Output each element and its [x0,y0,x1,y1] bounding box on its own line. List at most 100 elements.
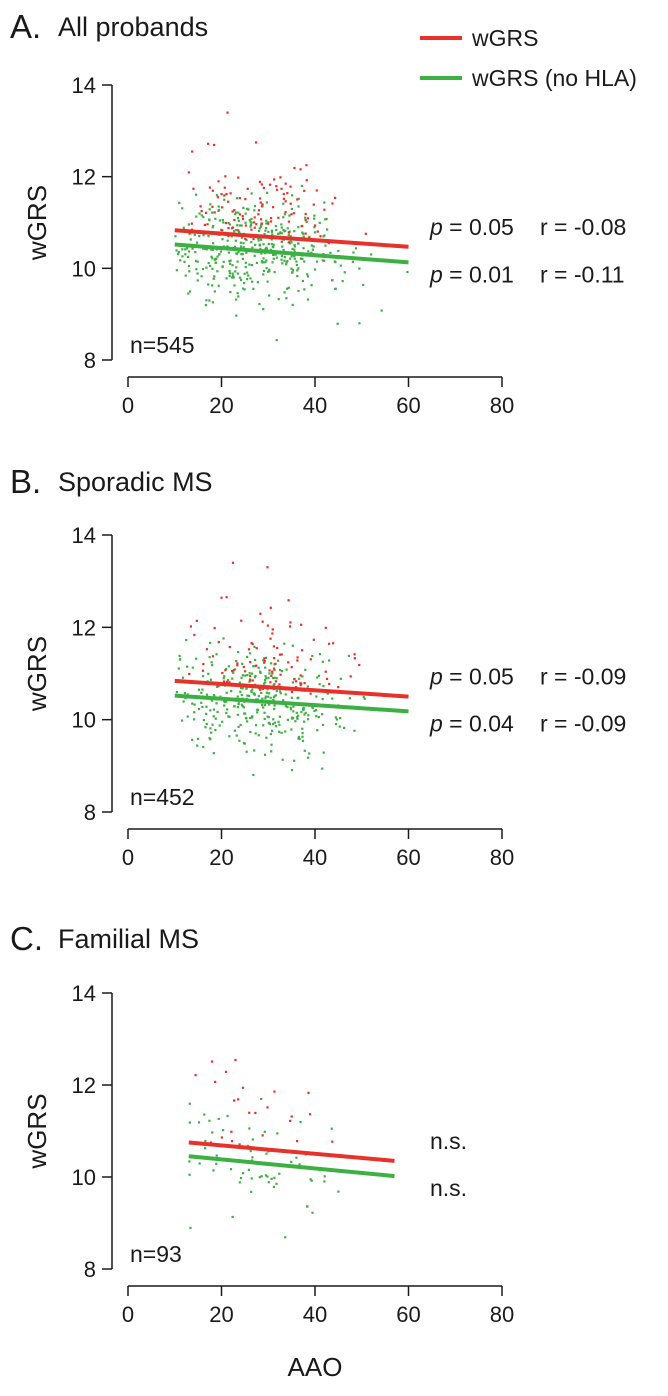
scatter-point-green [358,267,361,270]
scatter-point-green [325,217,328,221]
scatter-point-green [267,221,270,224]
scatter-point-green [286,260,289,263]
scatter-point-green [333,260,336,263]
scatter-point-green [234,239,237,242]
scatter-point-green [280,258,283,261]
scatter-point-green [290,1160,293,1164]
scatter-point-green [270,1177,273,1180]
scatter-point-green [291,681,295,684]
scatter-point-green [229,290,232,294]
scatter-point-green [265,259,268,262]
scatter-point-green [216,270,219,273]
scatter-point-green [195,215,198,218]
scatter-point-green [278,730,281,733]
scatter-point-green [184,248,187,251]
scatter-point-green [274,224,277,228]
scatter-point-green [262,724,265,727]
scatter-point-green [348,697,351,700]
scatter-point-green [238,224,241,227]
scatter-point-green [323,201,326,204]
scatter-point-green [246,207,249,210]
scatter-point-green [270,238,273,241]
panel-b: B. Sporadic MS 8 10 12 14 wGRS 0 20 40 60 80 p = 0.0… [10,463,626,870]
scatter-point-green [267,230,270,233]
scatter-point-green [196,279,199,282]
scatter-point-green [212,277,215,280]
scatter-point-green [274,694,277,697]
scatter-point-green [192,718,196,721]
scatter-point-green [280,254,284,258]
scatter-point-red [327,642,331,645]
scatter-point-green [242,742,246,745]
scatter-point-green [311,1211,314,1214]
scatter-point-red [231,210,234,213]
scatter-point-green [209,727,212,730]
scatter-point-red [190,222,193,225]
scatter-point-green [211,226,214,229]
scatter-point-green [250,263,254,267]
scatter-point-green [188,1102,191,1105]
scatter-point-red [299,684,302,687]
y-axis-label: wGRS [22,1093,52,1169]
scatter-point-green [297,677,301,680]
scatter-point-green [280,670,284,673]
scatter-point-green [211,248,215,251]
scatter-point-green [302,232,305,235]
y-tick-label: 12 [72,615,96,640]
scatter-point-green [266,1175,269,1178]
scatter-point-green [273,271,276,274]
scatter-point-green [352,251,355,254]
scatter-point-green [287,233,290,237]
scatter-point-green [315,715,318,718]
scatter-point-red [249,674,252,678]
scatter-point-green [300,184,303,188]
scatter-point-red [253,216,256,219]
scatter-point-red [278,653,282,656]
scatter-point-green [321,723,325,726]
scatter-point-green [334,716,337,719]
scatter-point-red [315,189,318,192]
scatter-point-red [195,619,198,622]
scatter-point-green [205,712,208,716]
scatter-point-green [303,713,306,716]
scatter-point-green [295,716,299,719]
scatter-point-red [262,186,266,190]
scatter-point-green [198,212,201,215]
scatter-point-green [235,229,238,232]
scatter-point-green [231,264,234,267]
fit-line-wgrs [188,1140,395,1163]
scatter-point-green [253,676,257,679]
scatter-point-red [305,179,308,182]
scatter-point-green [283,259,286,262]
stat-text-1: p = 0.04 [429,710,514,736]
scatter-point-green [209,709,212,712]
n-label: n=545 [130,332,195,358]
scatter-point-green [313,226,316,229]
scatter-point-green [295,711,298,714]
scatter-point-green [313,268,317,271]
scatter-point-red [266,624,269,627]
scatter-point-red [337,686,340,689]
scatter-point-green [196,260,199,263]
scatter-point-red [272,656,276,660]
scatter-point-red [213,626,216,630]
scatter-point-green [268,672,271,675]
scatter-point-green [267,715,270,719]
scatter-point-red [242,665,245,669]
scatter-point-green [188,270,191,273]
scatter-point-green [362,695,365,699]
panel-a: A. All probands 8 10 12 14 wGRS 0 20 40 60 80 p = 0.… [10,8,626,418]
scatter-point-green [265,677,268,680]
scatter-point-green [249,225,252,228]
scatter-point-green [239,690,242,693]
scatter-point-green [321,767,324,770]
scatter-point-green [285,297,288,300]
scatter-point-green [254,243,257,246]
scatter-point-green [226,245,229,248]
scatter-point-green [242,246,245,249]
scatter-point-green [232,671,235,674]
scatter-point-red [244,224,247,227]
scatter-point-green [225,711,228,715]
scatter-point-green [272,667,276,670]
